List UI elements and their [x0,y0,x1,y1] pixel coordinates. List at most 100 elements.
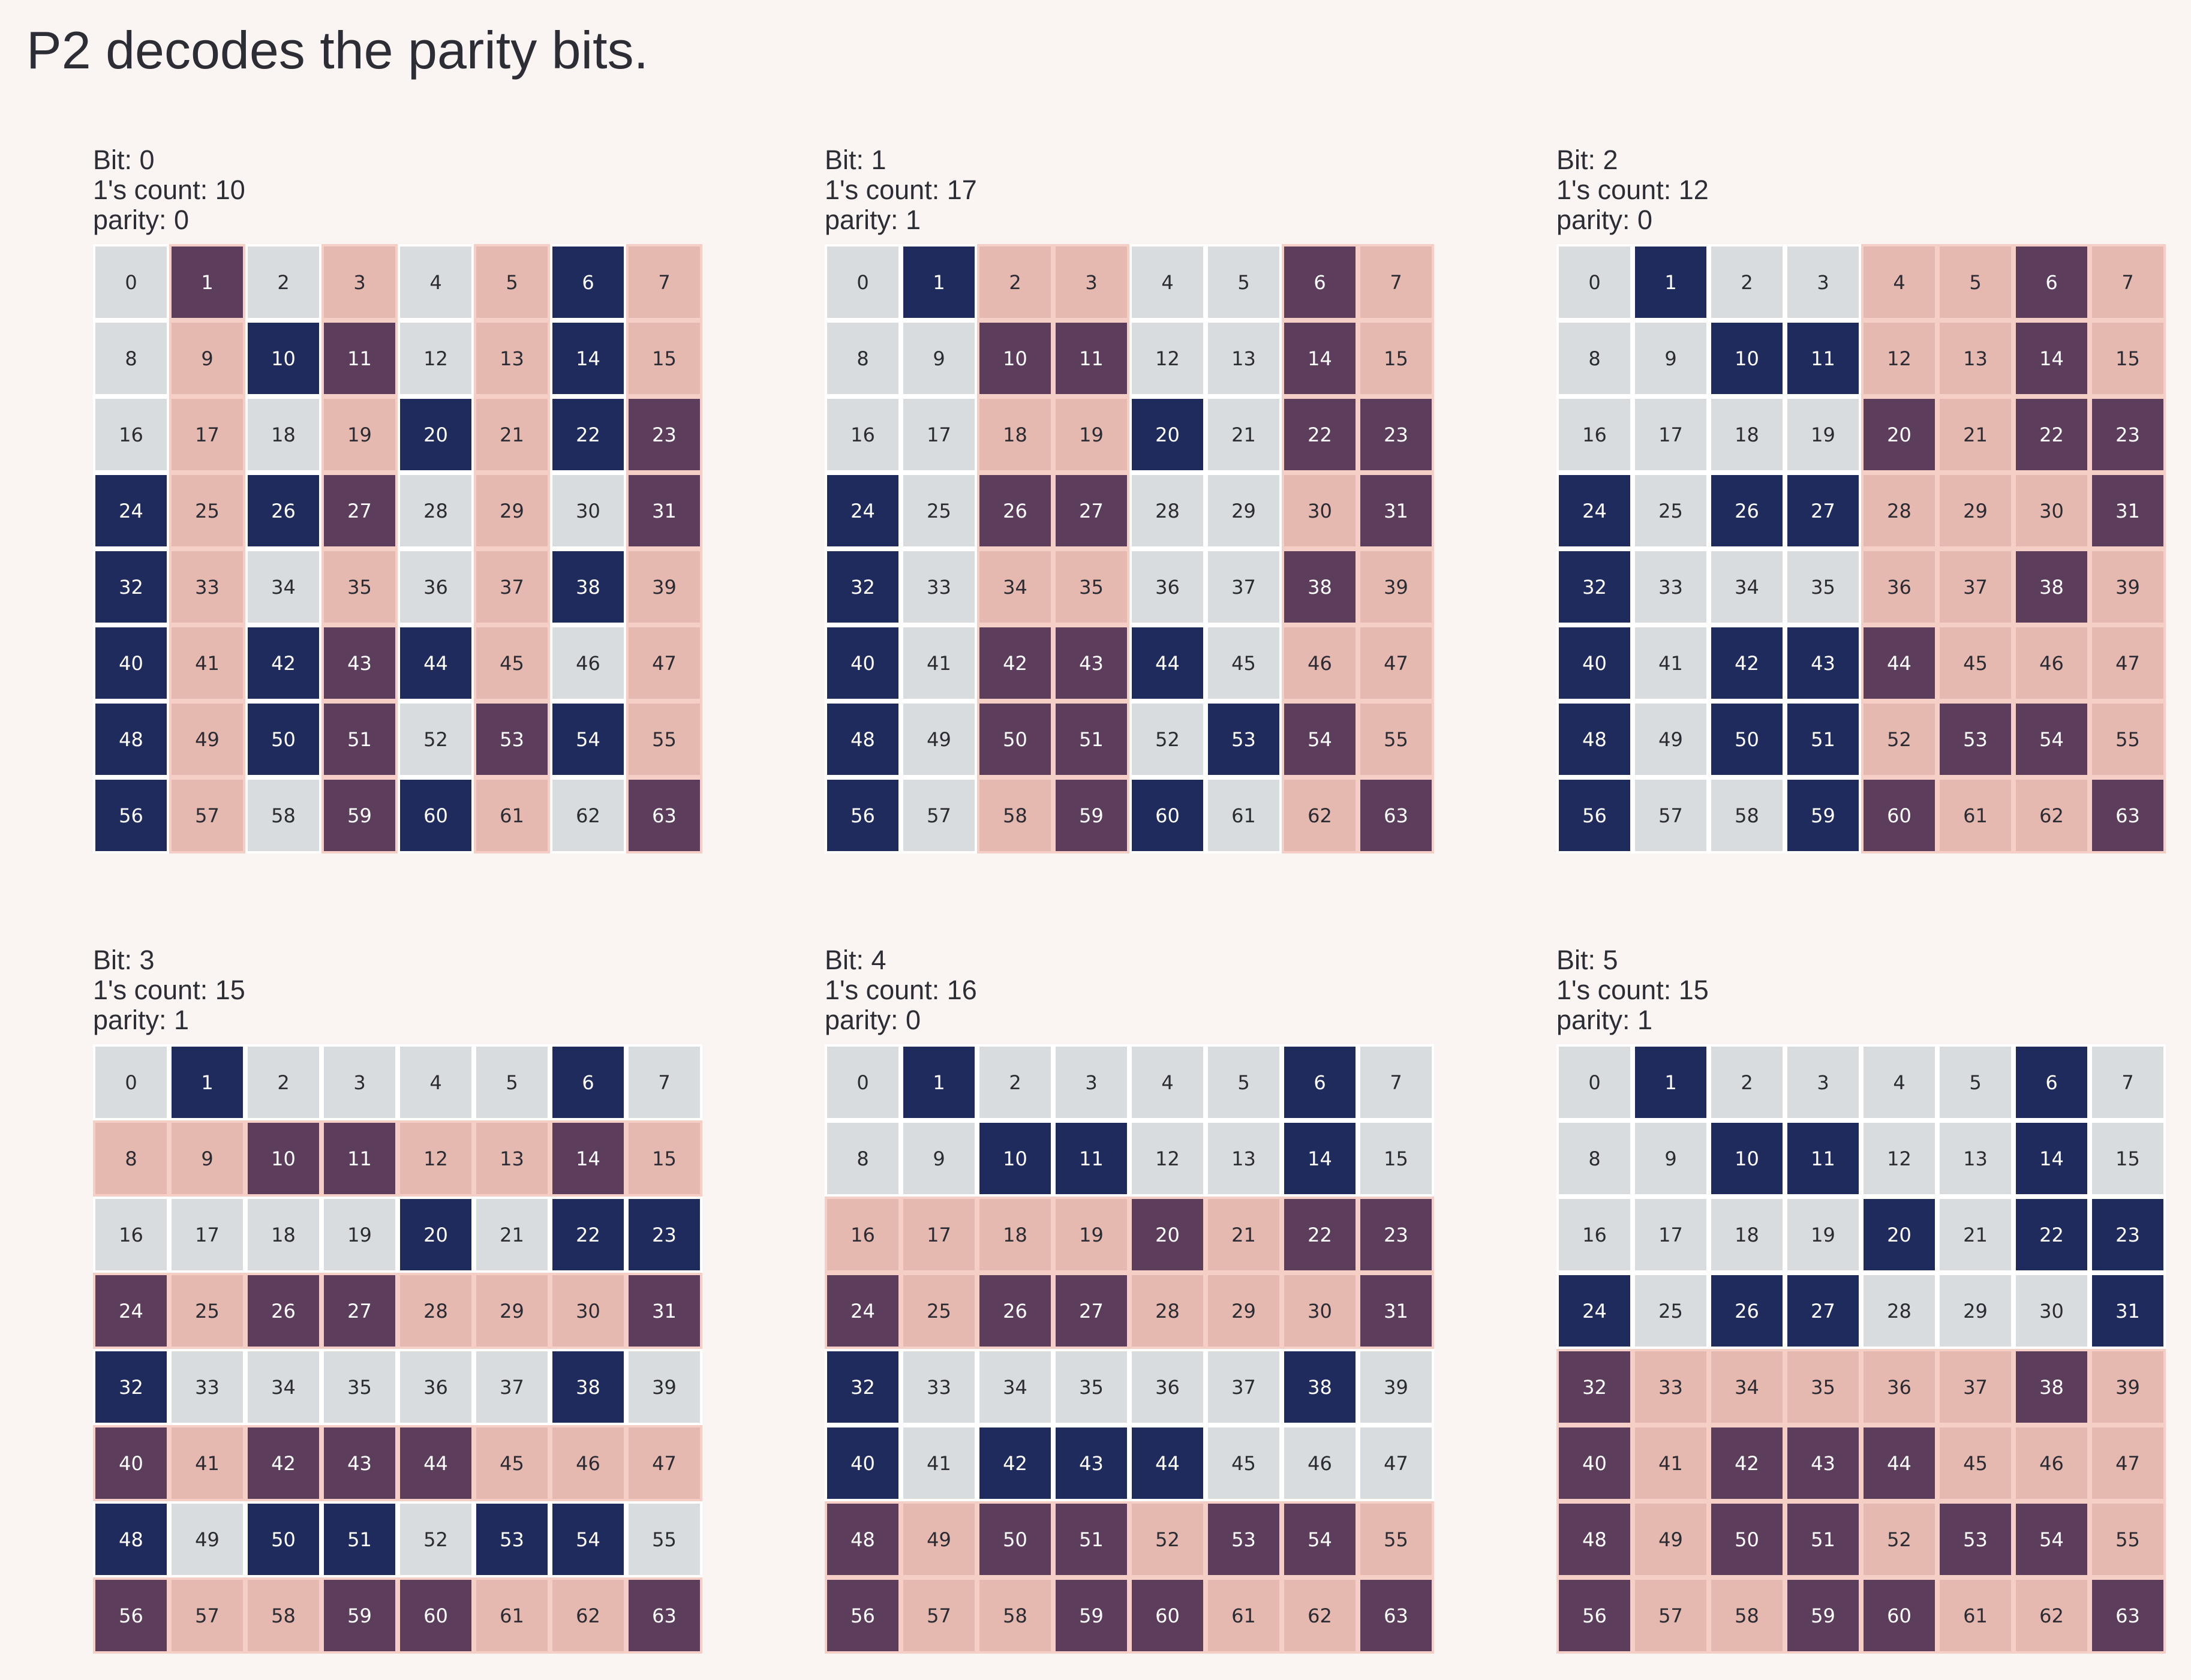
parity-label: parity: 1 [93,1005,190,1035]
grid-cell-34: 34 [977,549,1053,625]
grid-cell-31: 31 [626,1273,702,1349]
ones-count-label: 1's count: 15 [1556,975,1709,1005]
grid-cell-15: 15 [2090,1120,2166,1197]
grid-cell-45: 45 [1937,1425,2013,1501]
grid-cell-31: 31 [626,473,702,549]
grid-cell-9: 9 [1633,1120,1709,1197]
grid-cell-35: 35 [1053,549,1129,625]
grid-cell-26: 26 [1709,473,1785,549]
grid-cell-57: 57 [1633,777,1709,853]
grid-cell-26: 26 [245,473,321,549]
grid-cell-56: 56 [825,1577,901,1654]
grid-cell-28: 28 [398,1273,474,1349]
grid-cell-0: 0 [1556,244,1633,320]
grid-cell-19: 19 [1785,396,1861,473]
grid-cell-37: 37 [1206,549,1282,625]
grid-cell-28: 28 [398,473,474,549]
grid-cell-15: 15 [1358,320,1434,396]
grid-cell-14: 14 [550,1120,626,1197]
grid-cell-5: 5 [1937,1044,2013,1120]
grid-cell-49: 49 [901,701,977,777]
grid-cell-26: 26 [245,1273,321,1349]
grid-cell-16: 16 [825,1197,901,1273]
grid-cell-33: 33 [169,1349,245,1425]
grid-cell-6: 6 [1282,1044,1358,1120]
grid-cell-51: 51 [321,701,398,777]
grid-cell-10: 10 [245,1120,321,1197]
grid-cell-32: 32 [1556,549,1633,625]
grid-cell-56: 56 [93,1577,169,1654]
grid-cell-61: 61 [474,1577,550,1654]
grid-cell-62: 62 [1282,777,1358,853]
grid-cell-9: 9 [169,320,245,396]
grid-cell-52: 52 [1129,1501,1206,1577]
grid-cell-40: 40 [1556,625,1633,701]
grid-cell-59: 59 [321,777,398,853]
grid-cell-50: 50 [977,1501,1053,1577]
grid-cell-34: 34 [245,549,321,625]
grid-cell-0: 0 [93,244,169,320]
grid-cell-63: 63 [2090,777,2166,853]
grid-cell-21: 21 [474,1197,550,1273]
grid-cell-32: 32 [93,549,169,625]
grid-cell-19: 19 [321,396,398,473]
grid-cell-38: 38 [1282,549,1358,625]
grid-cell-5: 5 [1937,244,2013,320]
grid-cell-58: 58 [1709,1577,1785,1654]
grid-cell-41: 41 [1633,1425,1709,1501]
grid-cell-44: 44 [398,1425,474,1501]
grid-cell-15: 15 [2090,320,2166,396]
grid-cell-54: 54 [2013,701,2090,777]
ones-count-label: 1's count: 16 [825,975,977,1005]
panel-info: Bit: 0 1's count: 10 parity: 0 [93,145,702,235]
grid-cell-10: 10 [245,320,321,396]
grid-cell-55: 55 [626,701,702,777]
grid-cell-8: 8 [825,320,901,396]
grid-cell-3: 3 [1053,1044,1129,1120]
grid-cell-49: 49 [901,1501,977,1577]
grid-cell-44: 44 [1861,625,1937,701]
grid-cell-55: 55 [1358,701,1434,777]
grid-cell-51: 51 [1053,701,1129,777]
grid-cell-30: 30 [550,473,626,549]
grid-cell-23: 23 [1358,396,1434,473]
grid-cell-60: 60 [398,777,474,853]
grid-cell-10: 10 [1709,1120,1785,1197]
grid-cell-23: 23 [626,1197,702,1273]
grid-cell-49: 49 [169,1501,245,1577]
grid-cell-42: 42 [245,1425,321,1501]
grid-cell-40: 40 [825,625,901,701]
grid-cell-58: 58 [245,1577,321,1654]
grid-cell-9: 9 [901,1120,977,1197]
grid-cell-54: 54 [1282,701,1358,777]
grid-cell-51: 51 [1785,701,1861,777]
grid-cell-51: 51 [1785,1501,1861,1577]
grid-cell-22: 22 [550,1197,626,1273]
grid-cell-44: 44 [1861,1425,1937,1501]
panel-info: Bit: 1 1's count: 17 parity: 1 [825,145,1434,235]
grid-cell-35: 35 [1785,1349,1861,1425]
grid-cell-37: 37 [1206,1349,1282,1425]
grid-cell-42: 42 [1709,625,1785,701]
grid-cell-33: 33 [1633,549,1709,625]
grid-cell-53: 53 [1206,701,1282,777]
grid-cell-40: 40 [825,1425,901,1501]
bit-label: Bit: 1 [825,145,886,175]
grid-cell-19: 19 [1785,1197,1861,1273]
grid-cell-41: 41 [1633,625,1709,701]
grid-cell-45: 45 [474,1425,550,1501]
grid-cell-50: 50 [1709,1501,1785,1577]
grid-cell-23: 23 [2090,396,2166,473]
grid-cell-45: 45 [1206,625,1282,701]
grid-cell-43: 43 [1785,1425,1861,1501]
grid-cell-1: 1 [169,1044,245,1120]
grid-cell-49: 49 [169,701,245,777]
grid-cell-33: 33 [901,1349,977,1425]
grid-cell-56: 56 [93,777,169,853]
grid-cell-14: 14 [2013,320,2090,396]
grid-cell-12: 12 [398,320,474,396]
panel-info: Bit: 3 1's count: 15 parity: 1 [93,945,702,1035]
grid-cell-12: 12 [398,1120,474,1197]
grid-cell-58: 58 [977,1577,1053,1654]
grid-cell-29: 29 [1206,1273,1282,1349]
